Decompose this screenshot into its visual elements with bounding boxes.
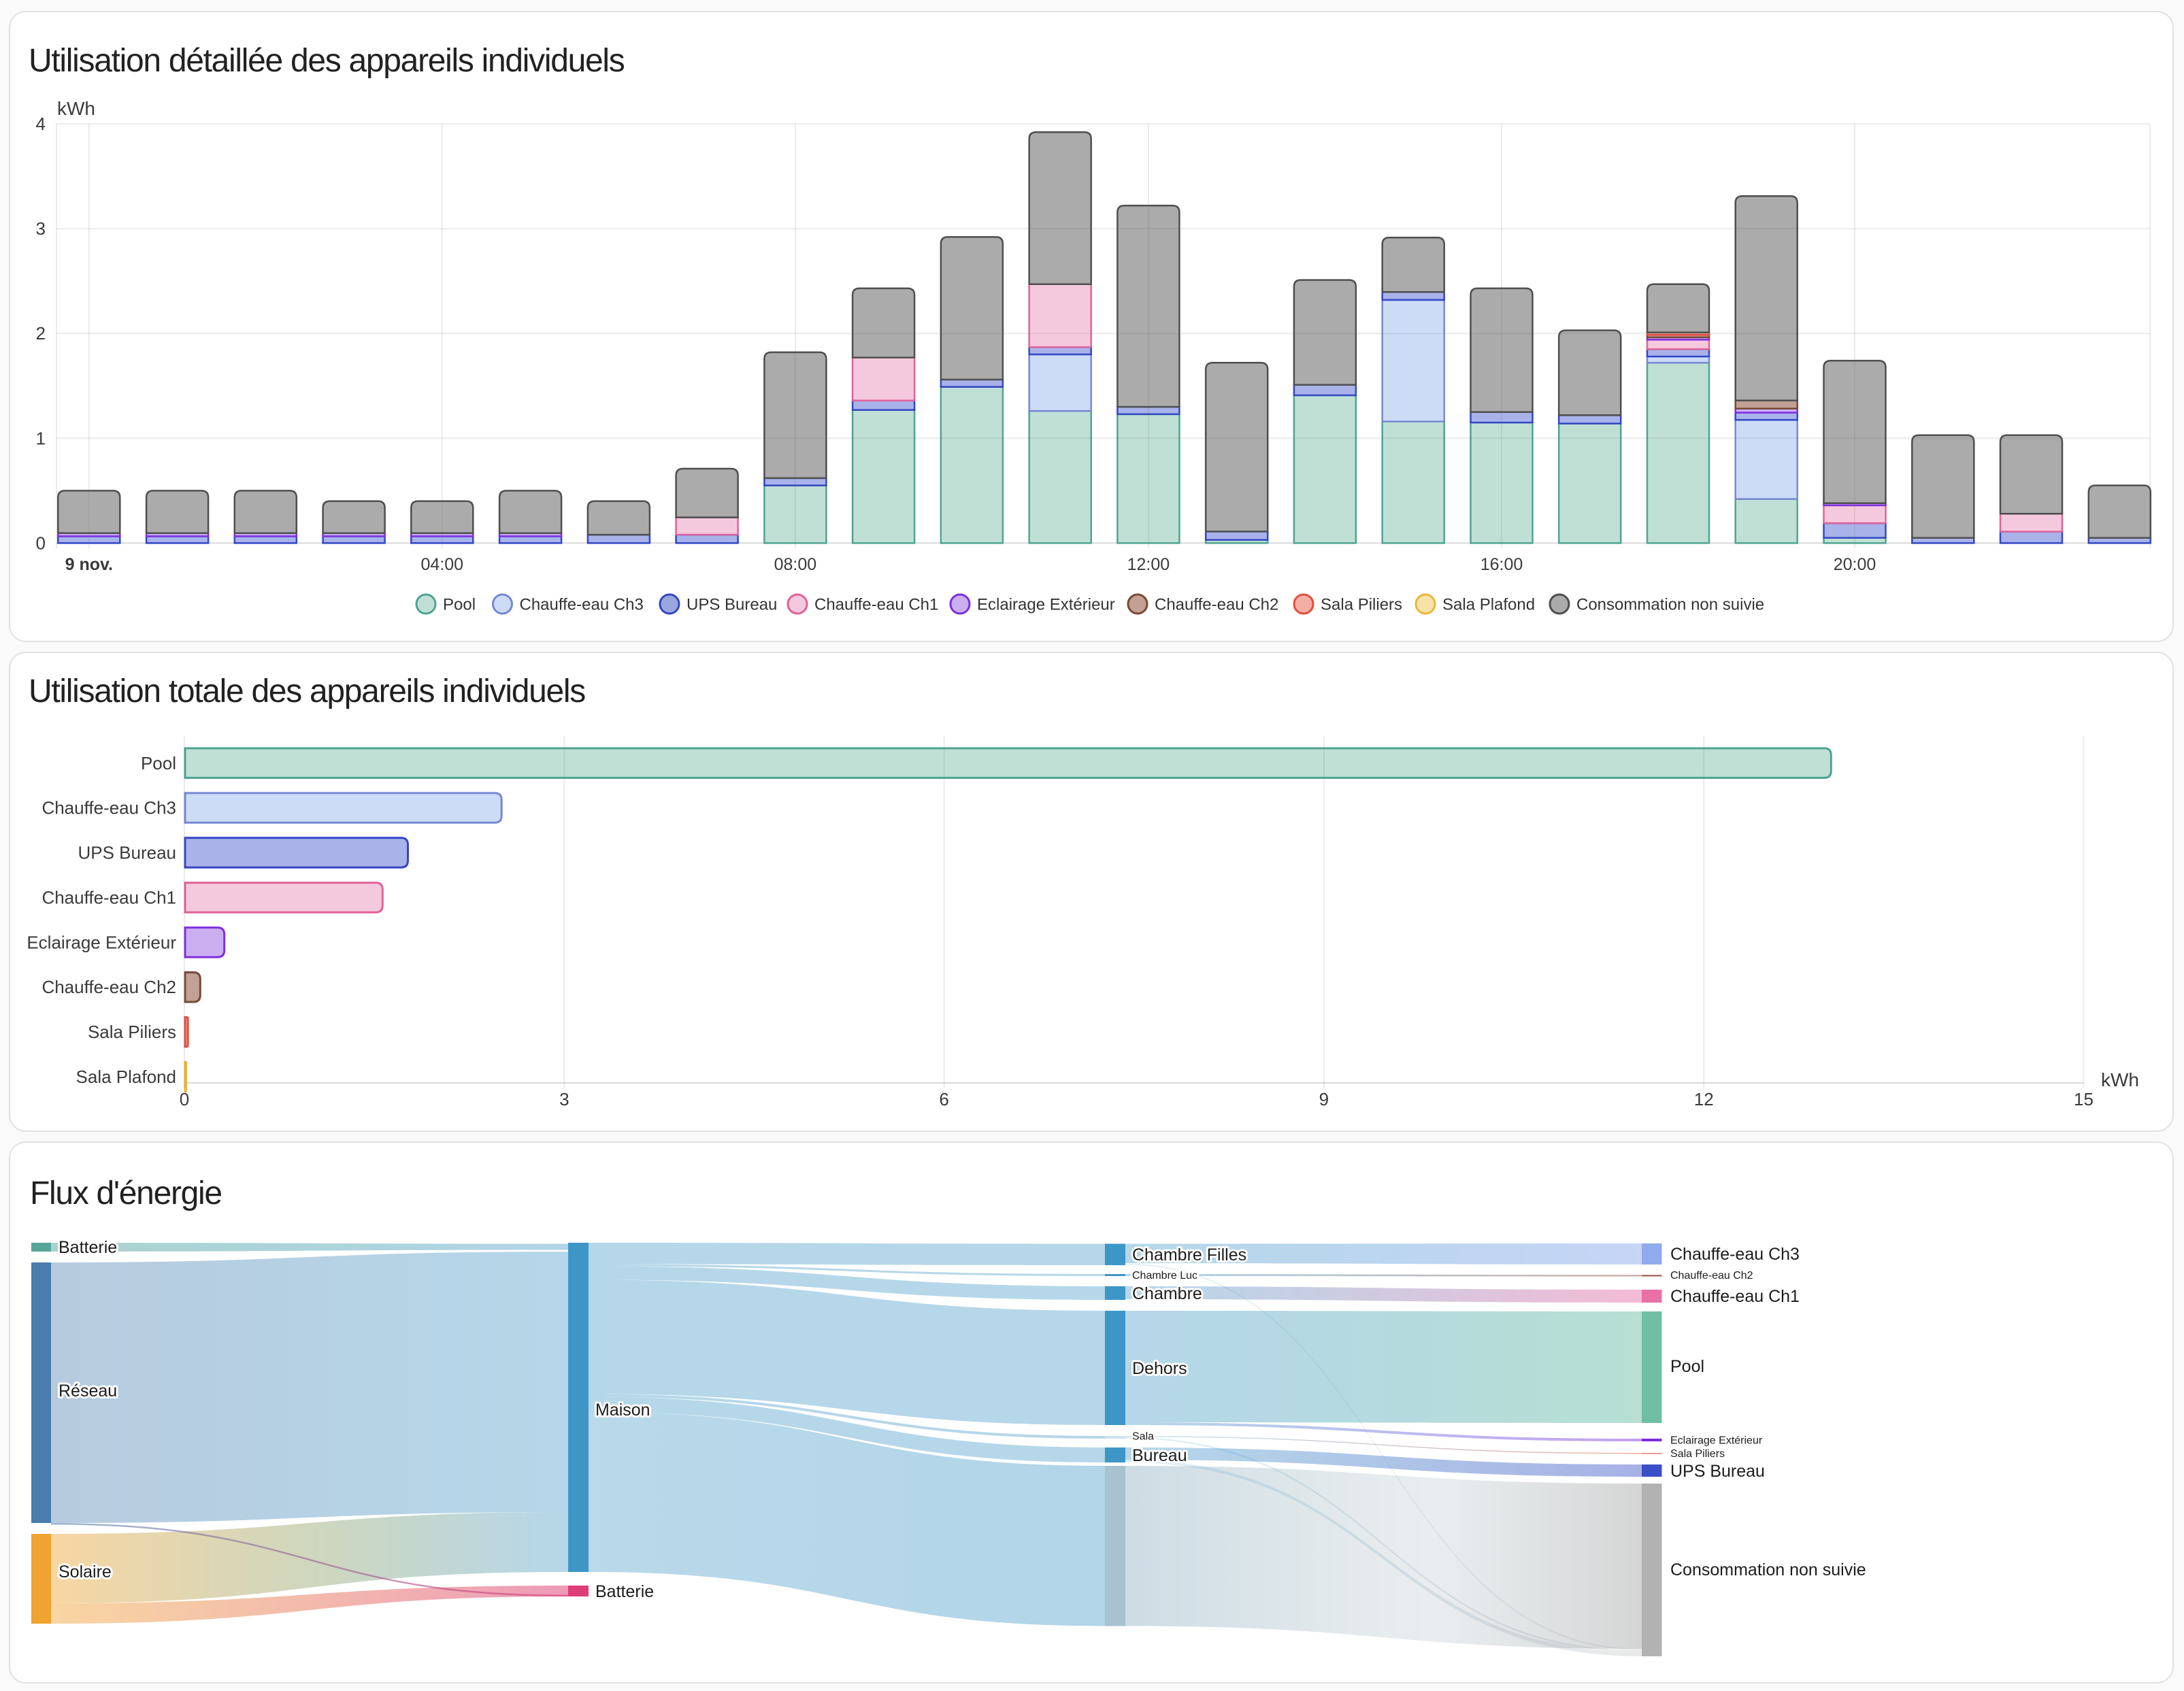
svg-text:Consommation non suivie: Consommation non suivie [1670,1560,1866,1579]
svg-text:Chambre Luc: Chambre Luc [1132,1270,1197,1282]
svg-text:Pool: Pool [1670,1357,1704,1376]
svg-text:12: 12 [1694,1089,1714,1109]
svg-text:Consommation non suivie: Consommation non suivie [1576,596,1764,614]
svg-text:Sala Piliers: Sala Piliers [1321,596,1402,614]
svg-text:15: 15 [2074,1089,2094,1109]
svg-text:Chauffe-eau Ch3: Chauffe-eau Ch3 [42,798,176,818]
svg-text:kWh: kWh [2101,1069,2139,1090]
svg-text:Chauffe-eau Ch3: Chauffe-eau Ch3 [520,596,644,614]
svg-text:Pool: Pool [443,596,476,614]
svg-text:20:00: 20:00 [1834,555,1876,574]
svg-text:0: 0 [36,533,46,553]
svg-text:Réseau: Réseau [59,1382,117,1401]
svg-text:0: 0 [180,1089,189,1109]
svg-text:Chauffe-eau Ch3: Chauffe-eau Ch3 [1670,1245,1800,1264]
svg-text:3: 3 [559,1089,569,1109]
svg-text:Eclairage Extérieur: Eclairage Extérieur [27,932,176,952]
svg-text:Sala Piliers: Sala Piliers [88,1022,176,1042]
svg-text:9 nov.: 9 nov. [65,555,113,574]
svg-text:Sala Piliers: Sala Piliers [1670,1448,1725,1460]
svg-text:Chauffe-eau Ch1: Chauffe-eau Ch1 [42,888,176,908]
svg-text:Chauffe-eau Ch2: Chauffe-eau Ch2 [1155,596,1278,614]
svg-text:08:00: 08:00 [774,555,817,574]
svg-text:Flux d'énergie: Flux d'énergie [30,1175,222,1211]
svg-text:Maison: Maison [595,1401,650,1420]
svg-text:Dehors: Dehors [1132,1359,1187,1378]
svg-text:16:00: 16:00 [1480,555,1523,574]
svg-text:Chauffe-eau Ch2: Chauffe-eau Ch2 [1670,1270,1753,1282]
svg-text:UPS Bureau: UPS Bureau [78,843,176,863]
svg-text:Batterie: Batterie [595,1582,654,1601]
svg-text:Chauffe-eau Ch1: Chauffe-eau Ch1 [814,596,938,614]
svg-text:3: 3 [36,218,46,239]
svg-text:Sala Plafond: Sala Plafond [76,1067,176,1087]
svg-text:kWh: kWh [57,98,95,119]
svg-text:1: 1 [36,428,46,448]
svg-text:Utilisation détaillée des appa: Utilisation détaillée des appareils indi… [29,43,625,79]
svg-text:04:00: 04:00 [421,555,464,574]
svg-text:Chauffe-eau Ch1: Chauffe-eau Ch1 [1670,1287,1800,1306]
svg-text:12:00: 12:00 [1127,555,1170,574]
svg-text:Chambre Filles: Chambre Filles [1132,1245,1246,1265]
svg-text:Chauffe-eau Ch2: Chauffe-eau Ch2 [42,977,176,997]
svg-text:6: 6 [939,1089,948,1109]
svg-text:Batterie: Batterie [59,1238,117,1257]
svg-text:2: 2 [36,323,46,344]
svg-text:4: 4 [36,114,46,134]
svg-text:Pool: Pool [141,753,176,773]
svg-text:Sala: Sala [1132,1431,1154,1443]
svg-text:Eclairage Extérieur: Eclairage Extérieur [977,596,1115,614]
svg-text:UPS Bureau: UPS Bureau [686,596,777,614]
svg-text:Sala Plafond: Sala Plafond [1442,596,1535,614]
svg-text:Solaire: Solaire [59,1562,112,1581]
svg-text:Eclairage Extérieur: Eclairage Extérieur [1670,1435,1763,1447]
svg-text:Bureau: Bureau [1132,1446,1187,1465]
svg-text:UPS Bureau: UPS Bureau [1670,1462,1765,1481]
svg-text:9: 9 [1319,1089,1329,1109]
svg-text:Utilisation totale des apparei: Utilisation totale des appareils individ… [29,673,585,709]
svg-text:Chambre: Chambre [1132,1284,1202,1303]
